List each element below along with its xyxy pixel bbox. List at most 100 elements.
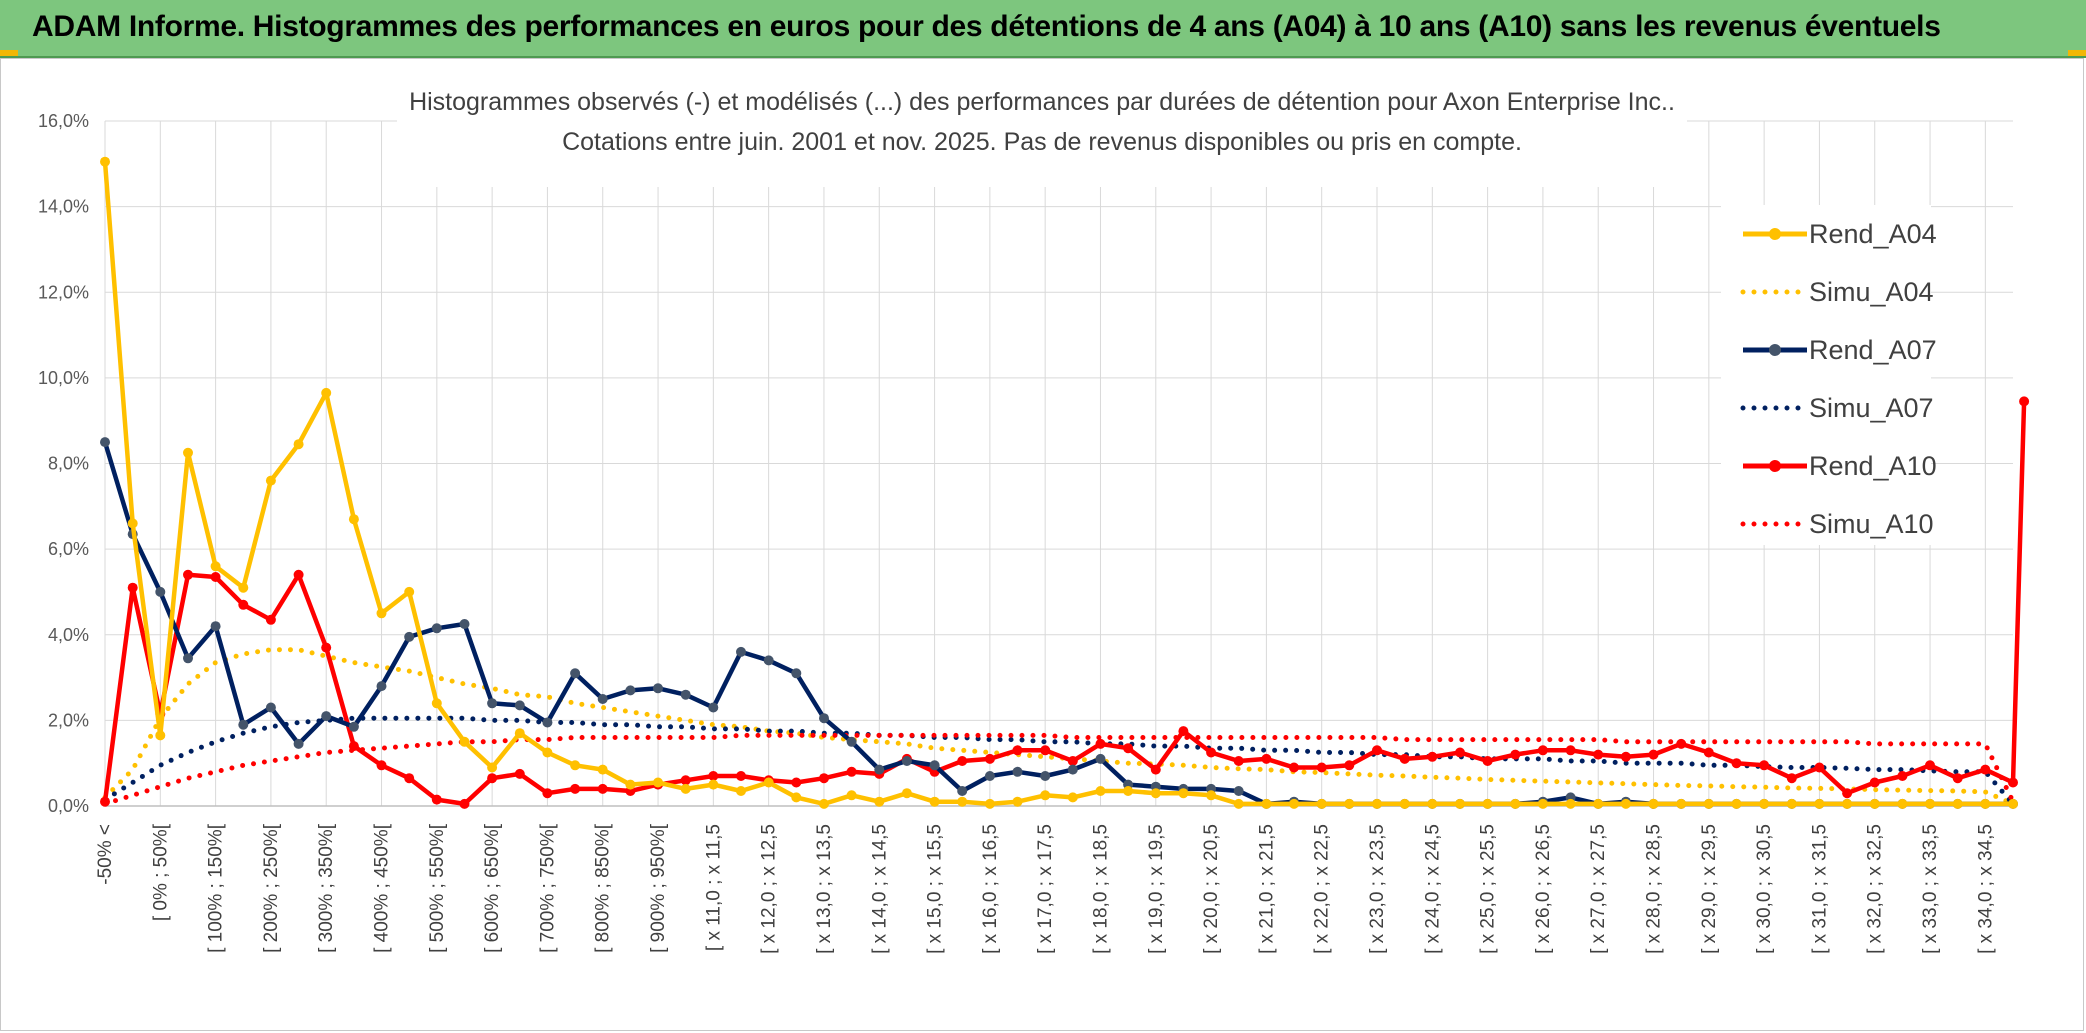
legend-label-rend_a07: Rend_A07 [1809,335,1937,365]
data-point-rend_a07 [183,653,193,664]
y-tick-label: 0,0% [48,796,89,816]
data-point-rend_a10 [1316,762,1327,773]
data-point-rend_a07 [238,719,249,730]
chart-subtitle: Cotations entre juin. 2001 et nov. 2025.… [562,128,1522,156]
legend-marker-rend_a10 [1769,460,1781,472]
data-point-rend_a04 [487,762,498,773]
x-tick-label: [ 400% ; 450%[ [372,823,393,953]
data-point-rend_a04 [736,786,746,796]
series-layer [100,156,2030,809]
x-tick-label: [ x 17,0 ; x 17,5 [1035,824,1056,954]
data-point-rend_a10 [542,788,553,799]
x-tick-label: [ x 21,0 ; x 21,5 [1256,824,1277,954]
x-tick-label: -50% < [95,824,116,885]
legend-label-simu_a10: Simu_A10 [1809,509,1934,539]
data-point-rend_a07 [321,711,332,722]
x-tick-label: [ 800% ; 850%[ [593,823,614,953]
data-point-rend_a04 [1786,798,1797,809]
x-tick-label: [ x 29,0 ; x 29,5 [1699,824,1720,954]
data-point-rend_a04 [514,728,525,739]
data-point-rend_a04 [1510,798,1521,809]
data-point-rend_a04 [1814,798,1825,809]
chart-area: 0,0% 2,0% 4,0% 6,0% 8,0% 10,0% 12,0% 14,0% 16,0%… [0,58,2084,1031]
data-point-rend_a04 [1233,798,1244,809]
x-tick-label: [ x 26,0 ; x 26,5 [1533,824,1554,954]
data-point-rend_a07 [431,623,442,634]
data-point-rend_a10 [1344,760,1355,771]
x-tick-label: [ x 24,0 ; x 24,5 [1422,824,1443,954]
data-point-rend_a04 [183,447,193,458]
data-point-rend_a10 [1012,745,1023,756]
data-point-rend_a10 [570,783,581,794]
chart-title: Histogrammes observés (-) et modélisés (… [409,88,1675,116]
data-point-rend_a10 [597,783,608,794]
legend-marker-rend_a07 [1769,344,1781,356]
data-point-rend_a07 [348,721,359,732]
data-point-rend_a04 [1759,798,1770,809]
data-point-rend_a10 [1150,764,1161,775]
legend-background [1721,205,1931,545]
data-point-rend_a07 [265,702,276,713]
data-point-rend_a04 [155,730,166,741]
data-point-rend_a10 [1123,743,1134,754]
x-tick-label: [ 300% ; 350%[ [316,823,337,953]
x-tick-label: [ x 25,0 ; x 25,5 [1478,824,1499,954]
data-point-rend_a07 [155,586,166,597]
data-point-rend_a07 [487,698,498,709]
data-point-rend_a10 [1980,764,1991,775]
data-point-rend_a10 [846,766,857,777]
data-point-rend_a04 [265,475,276,486]
data-point-rend_a07 [293,738,304,749]
data-point-rend_a04 [2008,798,2018,809]
legend-label-simu_a07: Simu_A07 [1809,393,1934,423]
data-point-rend_a07 [597,694,608,704]
data-point-rend_a07 [570,668,581,679]
data-point-rend_a10 [127,582,138,593]
x-tick-label: [ x 23,0 ; x 23,5 [1367,824,1388,954]
data-point-rend_a10 [293,569,304,580]
data-point-rend_a07 [736,646,746,657]
data-point-rend_a10 [1897,771,1908,781]
data-point-rend_a10 [1399,753,1410,764]
data-point-rend_a04 [1372,798,1382,809]
data-point-rend_a04 [791,792,802,803]
data-point-rend_a07 [1012,766,1023,777]
data-point-rend_a04 [431,698,442,709]
y-tick-label: 8,0% [48,454,89,474]
data-point-rend_a10 [791,777,802,788]
data-point-rend_a04 [293,439,304,450]
x-tick-label: [ 700% ; 750%[ [537,823,558,953]
data-point-rend_a04 [1095,786,1106,796]
x-tick-label: [ x 19,0 ; x 19,5 [1146,824,1167,954]
data-point-rend_a04 [1842,798,1853,809]
data-point-rend_a04 [1123,786,1134,796]
corner-accent-left [0,50,18,56]
legend: Rend_A04 Simu_A04 Rend_A07 Simu_A07 Rend_A10… [1721,205,1937,545]
data-point-rend_a10 [1482,756,1493,766]
data-point-rend_a10 [1372,745,1382,756]
data-point-rend_a04 [1067,792,1078,803]
x-tick-label: [ 100% ; 150%[ [206,823,227,953]
data-point-rend_a10 [210,572,221,582]
data-point-rend_a10 [321,642,332,653]
data-point-rend_a04 [1703,798,1714,809]
data-point-rend_a10 [1565,745,1576,756]
data-point-rend_a04 [1040,790,1051,801]
data-point-rend_a10 [1233,756,1244,766]
data-point-rend_a07 [1095,753,1106,764]
data-point-rend_a04 [1206,790,1217,801]
y-tick-label: 12,0% [38,282,89,302]
data-point-rend_a10 [736,771,746,781]
data-point-rend_a10 [1537,745,1548,756]
data-point-rend_a10 [1206,747,1217,758]
data-point-rend_a10 [348,741,359,752]
data-point-rend_a07 [625,685,636,696]
histogram-chart: 0,0% 2,0% 4,0% 6,0% 8,0% 10,0% 12,0% 14,0% 16,0%… [38,77,2030,954]
title-background [397,77,1687,187]
data-point-rend_a04 [1925,798,1935,809]
data-point-rend_a04 [1289,798,1299,809]
x-tick-label: [ x 28,0 ; x 28,5 [1644,824,1665,954]
data-point-rend_a04 [404,586,415,597]
data-point-rend_a10 [376,760,387,771]
data-point-rend_a07 [957,786,968,796]
